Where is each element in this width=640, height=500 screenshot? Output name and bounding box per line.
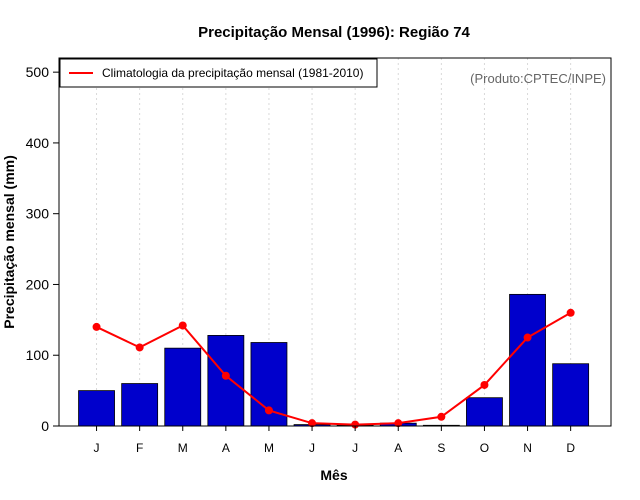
y-tick-label: 200 [26,276,50,292]
x-tick-label: J [352,441,358,455]
y-axis-label: Precipitação mensal (mm) [1,155,17,329]
x-tick-label: A [394,441,402,455]
x-tick-label: M [178,441,188,455]
climatology-point-6 [308,419,317,428]
bar-series [78,293,590,427]
climatology-point-9 [437,412,446,421]
x-tick-label: D [566,441,575,455]
y-tick-label: 300 [26,206,50,222]
y-tick-label: 500 [26,64,50,80]
bar-4 [207,335,245,427]
credit-text: (Produto:CPTEC/INPE) [470,71,606,86]
climatology-point-8 [394,419,403,428]
x-tick-label: J [94,441,100,455]
x-tick-label: F [136,441,143,455]
plot-frame [58,57,612,427]
climatology-point-3 [178,321,187,330]
climatology-series [92,308,575,429]
chart-title: Precipitação Mensal (1996): Região 74 [198,24,470,41]
bar-3 [164,347,202,427]
bar-1 [78,390,115,427]
x-tick-label: J [309,441,315,455]
x-tick-label: N [523,441,532,455]
x-tick-label: A [222,441,230,455]
x-tick-label: M [264,441,274,455]
climatology-point-12 [566,308,575,317]
legend-entry-climatology: Climatologia da precipitação mensal (198… [102,66,363,80]
bar-12 [552,363,590,427]
climatology-point-7 [351,420,360,429]
x-tick-label: S [437,441,445,455]
climatology-point-2 [135,343,144,352]
climatology-point-5 [264,406,273,415]
x-tick-label: O [480,441,489,455]
climatology-point-4 [221,371,230,380]
bar-11 [509,293,546,427]
bar-10 [466,397,503,427]
y-tick-label: 400 [26,135,50,151]
y-axis: 0 100 200 300 400 500 [26,64,59,434]
climatology-point-11 [523,333,532,342]
climatology-point-10 [480,380,489,389]
y-tick-label: 100 [26,347,50,363]
climatology-point-1 [92,322,101,331]
legend: Climatologia da precipitação mensal (198… [59,58,378,88]
x-axis-label: Mês [320,467,347,483]
bar-2 [121,383,159,427]
y-tick-label: 0 [41,418,49,434]
climatology-line [96,311,572,426]
legend-box [59,58,378,88]
